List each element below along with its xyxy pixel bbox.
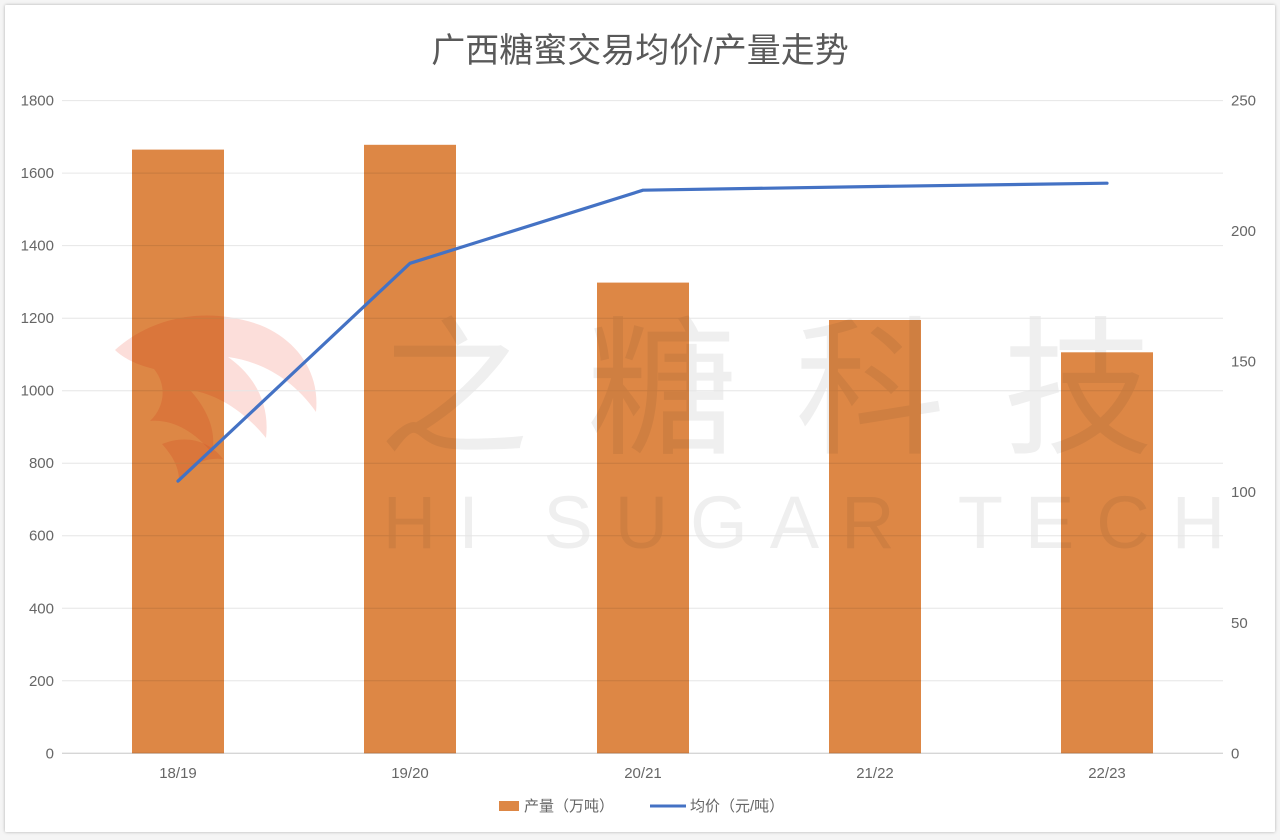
svg-text:200: 200 xyxy=(1231,223,1256,240)
svg-text:18/19: 18/19 xyxy=(159,765,197,782)
svg-text:0: 0 xyxy=(46,745,54,762)
svg-text:1800: 1800 xyxy=(21,93,54,110)
svg-text:800: 800 xyxy=(29,455,54,472)
svg-text:1200: 1200 xyxy=(21,310,54,327)
svg-text:400: 400 xyxy=(29,600,54,617)
svg-text:600: 600 xyxy=(29,528,54,545)
svg-text:0: 0 xyxy=(1231,745,1239,762)
svg-text:1400: 1400 xyxy=(21,238,54,255)
svg-text:22/23: 22/23 xyxy=(1088,765,1126,782)
svg-text:50: 50 xyxy=(1231,615,1248,632)
svg-text:200: 200 xyxy=(29,673,54,690)
svg-text:250: 250 xyxy=(1231,93,1256,110)
svg-text:150: 150 xyxy=(1231,354,1256,371)
svg-text:均价（元/吨）: 均价（元/吨） xyxy=(690,798,784,815)
svg-text:1600: 1600 xyxy=(21,165,54,182)
svg-text:20/21: 20/21 xyxy=(624,765,662,782)
svg-text:1000: 1000 xyxy=(21,383,54,400)
svg-text:19/20: 19/20 xyxy=(391,765,429,782)
svg-text:21/22: 21/22 xyxy=(856,765,894,782)
svg-text:100: 100 xyxy=(1231,484,1256,501)
svg-text:产量（万吨）: 产量（万吨） xyxy=(524,798,614,815)
